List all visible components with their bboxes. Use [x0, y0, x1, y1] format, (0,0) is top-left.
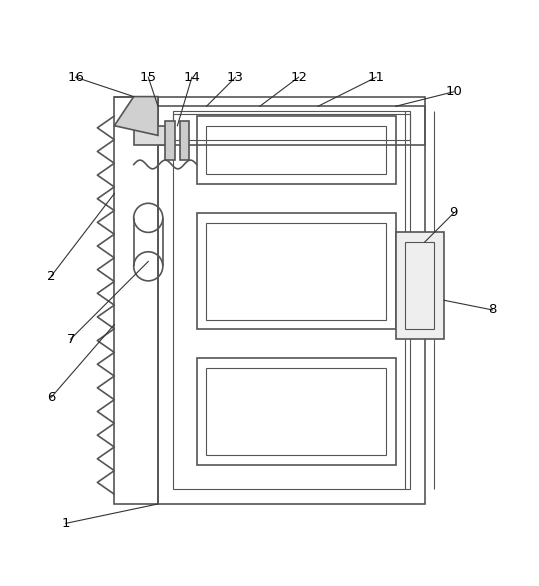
Bar — [114, 97, 158, 504]
Bar — [158, 106, 425, 145]
Polygon shape — [114, 97, 158, 135]
Text: 7: 7 — [66, 333, 75, 346]
Bar — [405, 242, 434, 329]
Bar — [197, 359, 396, 465]
Bar — [180, 121, 190, 159]
Bar — [197, 213, 396, 329]
Text: 2: 2 — [47, 270, 56, 282]
Text: 9: 9 — [450, 206, 458, 220]
Text: 12: 12 — [290, 71, 307, 84]
Bar — [172, 111, 410, 489]
Text: 11: 11 — [368, 71, 385, 84]
Text: 1: 1 — [61, 517, 70, 530]
Bar — [134, 125, 172, 145]
Text: 16: 16 — [67, 71, 84, 84]
Text: 15: 15 — [140, 71, 157, 84]
Bar — [158, 97, 425, 504]
Text: 10: 10 — [445, 85, 462, 98]
Bar — [165, 121, 175, 159]
Text: 13: 13 — [227, 71, 244, 84]
Bar — [172, 114, 410, 140]
Bar — [206, 368, 386, 455]
Text: 8: 8 — [488, 304, 497, 316]
Bar — [197, 116, 396, 184]
Bar — [206, 125, 386, 174]
Text: 6: 6 — [47, 391, 56, 404]
Bar — [396, 233, 444, 339]
Bar — [206, 223, 386, 320]
Text: 14: 14 — [183, 71, 201, 84]
